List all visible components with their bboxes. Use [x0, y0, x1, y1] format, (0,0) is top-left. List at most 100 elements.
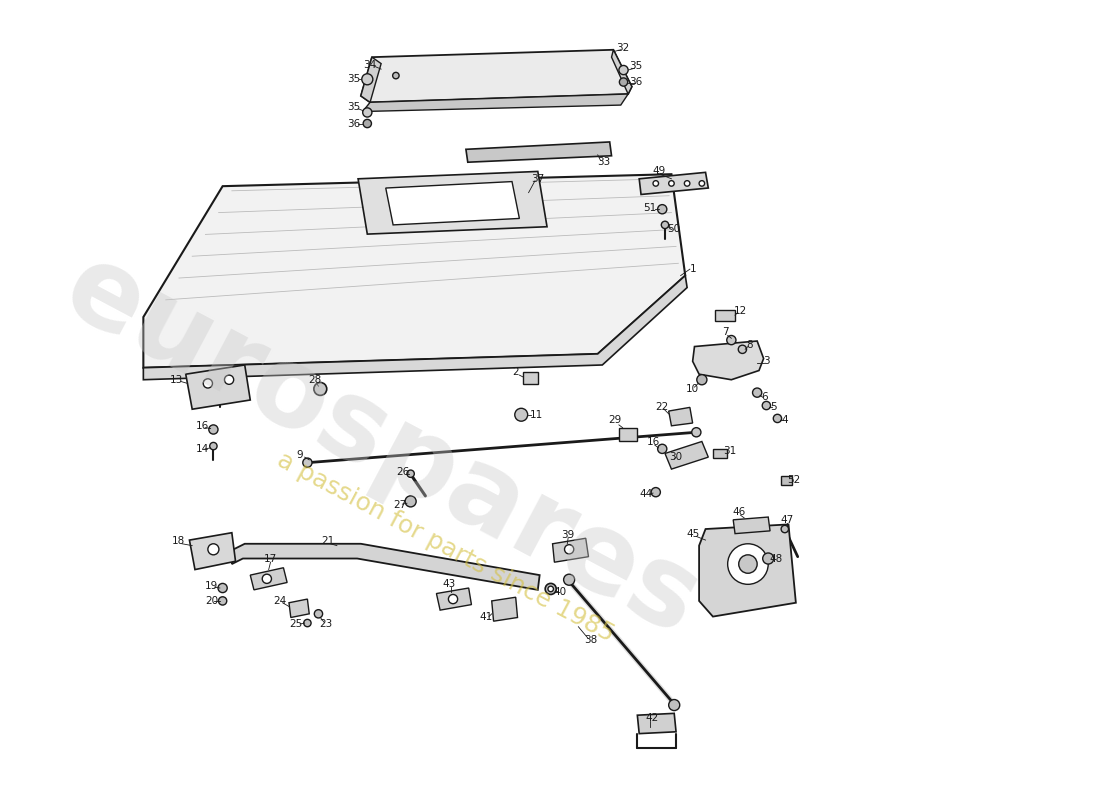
Circle shape: [658, 444, 667, 454]
Text: 29: 29: [608, 415, 622, 426]
Circle shape: [209, 425, 218, 434]
Circle shape: [781, 526, 789, 533]
Circle shape: [563, 574, 574, 586]
Circle shape: [362, 74, 373, 85]
Text: 3: 3: [763, 356, 770, 366]
Text: 8: 8: [747, 340, 754, 350]
Text: 48: 48: [769, 554, 782, 565]
Circle shape: [661, 222, 669, 229]
Circle shape: [218, 583, 228, 593]
Text: 28: 28: [308, 374, 321, 385]
Bar: [781, 477, 792, 485]
Circle shape: [219, 597, 227, 605]
Circle shape: [393, 72, 399, 79]
Text: 20: 20: [205, 596, 218, 606]
Polygon shape: [466, 142, 612, 162]
Circle shape: [658, 205, 667, 214]
Circle shape: [762, 402, 770, 410]
Polygon shape: [639, 172, 708, 194]
Text: 47: 47: [780, 515, 793, 525]
Text: 46: 46: [733, 507, 746, 518]
Circle shape: [727, 335, 736, 345]
Circle shape: [315, 610, 322, 618]
Circle shape: [515, 408, 528, 421]
Text: 51: 51: [644, 203, 657, 214]
Polygon shape: [359, 171, 547, 234]
Text: 9: 9: [297, 450, 304, 460]
Circle shape: [653, 181, 659, 186]
Polygon shape: [693, 341, 763, 380]
Text: 36: 36: [629, 77, 642, 87]
Circle shape: [773, 414, 782, 422]
Circle shape: [363, 108, 372, 117]
Text: 34: 34: [363, 59, 376, 70]
Text: 30: 30: [670, 452, 683, 462]
Polygon shape: [232, 544, 540, 590]
Circle shape: [684, 181, 690, 186]
Text: 39: 39: [561, 530, 574, 539]
Text: 43: 43: [442, 579, 456, 590]
Text: 11: 11: [529, 410, 542, 420]
Polygon shape: [734, 517, 770, 534]
Circle shape: [752, 388, 762, 398]
Text: 26: 26: [397, 467, 410, 477]
Circle shape: [302, 458, 312, 467]
Text: 37: 37: [531, 174, 544, 184]
Text: 21: 21: [321, 536, 334, 546]
Text: 35: 35: [629, 62, 642, 71]
Bar: [619, 428, 637, 441]
Text: eurospares: eurospares: [46, 234, 716, 658]
Text: 10: 10: [686, 384, 700, 394]
Circle shape: [363, 119, 372, 128]
Circle shape: [669, 181, 674, 186]
Text: 35: 35: [346, 102, 360, 112]
Text: 44: 44: [640, 489, 653, 499]
Text: 2: 2: [513, 367, 519, 378]
Circle shape: [651, 487, 660, 497]
Polygon shape: [361, 50, 631, 102]
Polygon shape: [251, 568, 287, 590]
Text: 12: 12: [734, 306, 747, 316]
Text: 19: 19: [205, 581, 218, 591]
Text: 45: 45: [686, 529, 700, 538]
Text: 5: 5: [770, 402, 777, 412]
Polygon shape: [552, 538, 589, 562]
Text: 41: 41: [480, 611, 493, 622]
Polygon shape: [189, 533, 235, 570]
Text: 49: 49: [652, 166, 667, 177]
Circle shape: [304, 619, 311, 626]
Polygon shape: [669, 407, 693, 426]
Text: 16: 16: [196, 421, 209, 431]
Text: 24: 24: [273, 596, 286, 606]
Polygon shape: [492, 598, 517, 621]
Text: 13: 13: [169, 374, 184, 385]
Circle shape: [449, 594, 458, 604]
Text: 16: 16: [647, 438, 660, 447]
Circle shape: [669, 699, 680, 710]
Circle shape: [692, 428, 701, 437]
Text: 35: 35: [346, 74, 360, 84]
Polygon shape: [700, 525, 796, 617]
Text: 25: 25: [289, 619, 302, 629]
Text: 7: 7: [723, 326, 729, 337]
Circle shape: [407, 470, 415, 478]
Circle shape: [405, 496, 416, 507]
Text: 32: 32: [616, 43, 629, 53]
Polygon shape: [666, 442, 708, 469]
Polygon shape: [289, 599, 309, 618]
Circle shape: [619, 78, 628, 86]
Polygon shape: [186, 365, 251, 410]
Circle shape: [619, 66, 628, 74]
Circle shape: [728, 544, 768, 584]
Text: 42: 42: [646, 713, 659, 723]
Text: 27: 27: [393, 500, 406, 510]
Text: 40: 40: [553, 586, 566, 597]
Polygon shape: [437, 588, 472, 610]
Bar: [524, 372, 538, 384]
Bar: [713, 449, 727, 458]
Text: 38: 38: [584, 634, 598, 645]
Text: 18: 18: [172, 536, 185, 546]
Text: a passion for parts since 1985: a passion for parts since 1985: [273, 448, 618, 647]
Circle shape: [224, 375, 233, 384]
Circle shape: [208, 544, 219, 555]
